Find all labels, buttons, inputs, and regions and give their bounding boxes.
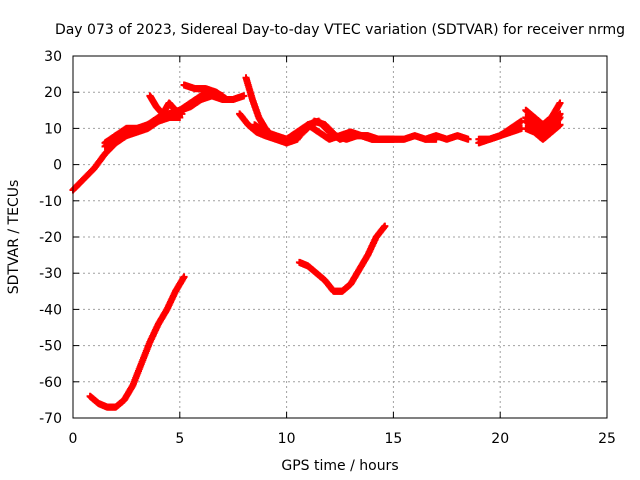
data-point — [556, 99, 564, 107]
x-tick-label: 10 — [278, 431, 296, 447]
y-tick-label: -50 — [39, 339, 62, 355]
y-tick-label: -60 — [39, 375, 62, 391]
x-axis-label: GPS time / hours — [281, 458, 398, 474]
series-low-arc-1 — [86, 273, 188, 411]
points-layer — [69, 74, 564, 411]
x-tick-label: 0 — [69, 431, 78, 447]
y-tick-label: -70 — [39, 411, 62, 427]
data-point — [556, 110, 564, 118]
data-point — [556, 121, 564, 129]
x-tick-label: 5 — [175, 431, 184, 447]
data-point — [240, 92, 248, 100]
x-tick-label: 20 — [491, 431, 509, 447]
series-peak-a — [146, 92, 186, 118]
series-end-segment-d — [522, 121, 564, 143]
data-point — [464, 135, 472, 143]
series-oscillation-c — [289, 117, 393, 143]
series-peak-b — [180, 81, 231, 103]
ticks-layer: 0 5 10 15 20 25 -70 -60 -50 -40 -30 -20 -10 0 10 20 30 — [39, 49, 616, 447]
x-tick-label: 15 — [384, 431, 402, 447]
series-end-segment-c — [522, 110, 564, 136]
y-axis-label: SDTVAR / TECUs — [6, 180, 22, 295]
y-tick-label: -40 — [39, 302, 62, 318]
y-tick-label: 20 — [44, 85, 62, 101]
series-main-trace-c — [101, 114, 184, 147]
data-point — [223, 95, 231, 103]
y-tick-label: -10 — [39, 194, 62, 210]
data-point — [381, 222, 389, 230]
y-tick-label: 0 — [53, 158, 62, 174]
series-low-arc-2 — [295, 222, 389, 295]
series-late-segment-d — [475, 124, 526, 143]
data-point — [180, 273, 188, 281]
series-late-segment-b — [421, 132, 472, 143]
y-tick-label: 30 — [44, 49, 62, 65]
chart-title: Day 073 of 2023, Sidereal Day-to-day VTE… — [55, 22, 625, 38]
x-tick-label: 25 — [598, 431, 616, 447]
y-tick-label: -20 — [39, 230, 62, 246]
y-tick-label: -30 — [39, 266, 62, 282]
data-point — [178, 110, 186, 118]
y-tick-label: 10 — [44, 121, 62, 137]
grid-layer — [73, 56, 607, 418]
